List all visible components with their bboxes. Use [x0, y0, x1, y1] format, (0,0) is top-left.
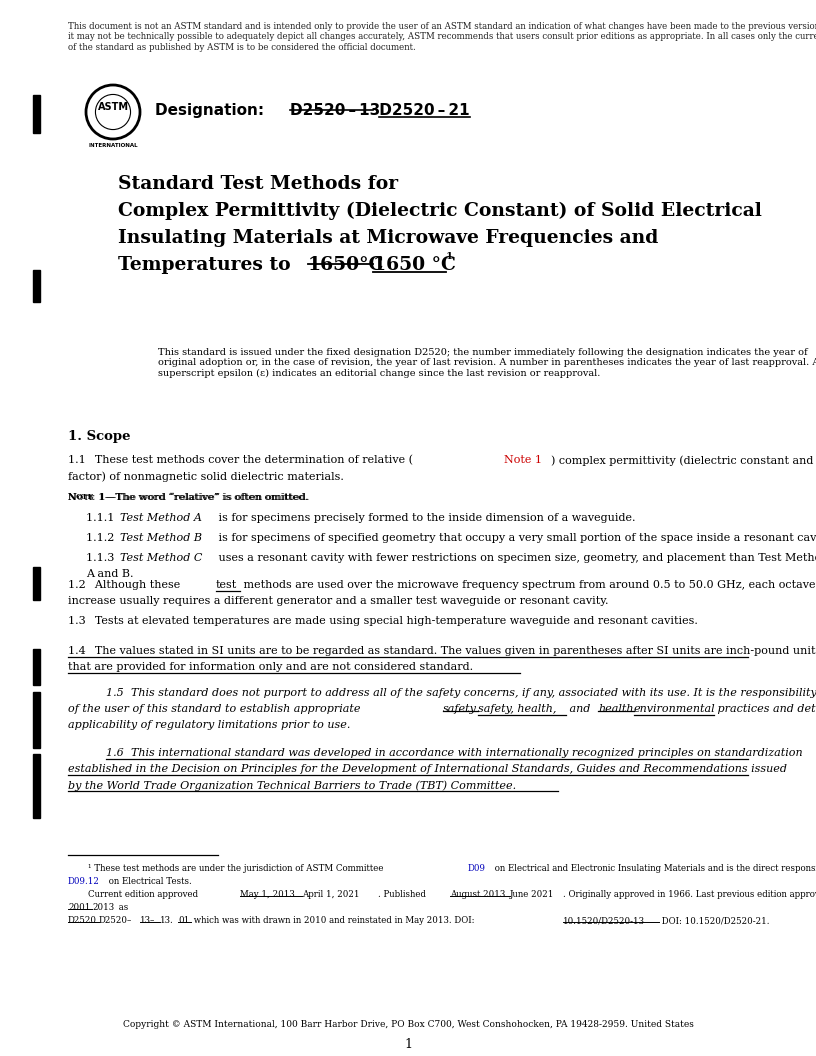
Text: Test Method B: Test Method B [120, 533, 202, 543]
Text: Current edition approved: Current edition approved [88, 890, 201, 899]
Text: is for specimens precisely formed to the inside dimension of a waveguide.: is for specimens precisely formed to the… [215, 513, 636, 523]
Bar [33, 649, 40, 685]
Text: This standard is issued under the fixed designation D2520; the number immediatel: This standard is issued under the fixed … [158, 348, 816, 378]
Text: Standard Test Methods for: Standard Test Methods for [118, 175, 398, 193]
Text: This standard does not purport to address all of the safety concerns, if any, as: This standard does not purport to addres… [131, 689, 816, 698]
Text: D2520 – 21: D2520 – 21 [374, 103, 470, 118]
Text: 1.4  The values stated in SI units are to be regarded as standard. The values gi: 1.4 The values stated in SI units are to… [68, 646, 816, 656]
Text: Copyright © ASTM International, 100 Barr Harbor Drive, PO Box C700, West Conshoh: Copyright © ASTM International, 100 Barr… [122, 1020, 694, 1029]
Text: 1.1.1: 1.1.1 [86, 513, 120, 523]
Text: safety: safety [443, 704, 477, 714]
Text: D09: D09 [468, 864, 486, 873]
Bar [33, 270, 40, 302]
Text: 13–: 13– [140, 916, 155, 925]
Text: August 2013: August 2013 [450, 890, 505, 899]
Text: D2520–: D2520– [99, 916, 132, 925]
Bar [33, 692, 40, 748]
Text: 2001: 2001 [68, 903, 91, 912]
Text: applicability of regulatory limitations prior to use.: applicability of regulatory limitations … [68, 720, 350, 730]
Text: environmental: environmental [634, 704, 716, 714]
Text: safety, health,: safety, health, [478, 704, 557, 714]
Text: and: and [566, 704, 594, 714]
Text: 1650°C: 1650°C [308, 256, 384, 274]
Bar [33, 95, 40, 133]
Text: Complex Permittivity (Dielectric Constant) of Solid Electrical: Complex Permittivity (Dielectric Constan… [118, 202, 762, 221]
Text: A and B.: A and B. [86, 569, 134, 579]
Text: INTERNATIONAL: INTERNATIONAL [88, 143, 138, 148]
Text: which was with drawn in 2010 and reinstated in May 2013. DOI:: which was with drawn in 2010 and reinsta… [191, 916, 477, 925]
Text: practices and determine the: practices and determine the [714, 704, 816, 714]
Text: June 2021: June 2021 [510, 890, 554, 899]
Text: 2013: 2013 [92, 903, 114, 912]
Text: 1.1.2: 1.1.2 [86, 533, 120, 543]
Text: factor) of nonmagnetic solid dielectric materials.: factor) of nonmagnetic solid dielectric … [68, 471, 344, 482]
Text: Insulating Materials at Microwave Frequencies and: Insulating Materials at Microwave Freque… [118, 229, 659, 247]
Text: methods are used over the microwave frequency spectrum from around 0.5 to 50.0 G: methods are used over the microwave freq… [240, 580, 815, 590]
Text: 1.1.3: 1.1.3 [86, 553, 120, 563]
Text: D2520 – 13: D2520 – 13 [290, 103, 380, 118]
Text: health: health [598, 704, 633, 714]
Text: 13.: 13. [160, 916, 174, 925]
Text: 10.1520/D2520-13: 10.1520/D2520-13 [563, 916, 645, 925]
Text: N: N [68, 493, 76, 502]
Text: 1.2  Although these: 1.2 Although these [68, 580, 184, 590]
Text: 1650 °C: 1650 °C [373, 256, 456, 274]
Text: Test Method A: Test Method A [120, 513, 202, 523]
Text: D09.12: D09.12 [68, 876, 100, 886]
Text: . Originally approved in 1966. Last previous edition approved in: . Originally approved in 1966. Last prev… [563, 890, 816, 899]
Text: ) complex permittivity (dielectric constant and dissipation: ) complex permittivity (dielectric const… [551, 455, 816, 466]
Text: Designation:: Designation: [155, 103, 269, 118]
Text: ¹ These test methods are under the jurisdiction of ASTM Committee: ¹ These test methods are under the juris… [88, 864, 386, 873]
Text: of the user of this standard to establish appropriate: of the user of this standard to establis… [68, 704, 364, 714]
Text: 1: 1 [404, 1038, 412, 1051]
Text: established in the Decision on Principles for the Development of International S: established in the Decision on Principle… [68, 763, 787, 774]
Text: Temperatures to: Temperatures to [118, 256, 297, 274]
Text: 1.6: 1.6 [106, 748, 130, 758]
Text: Test Method C: Test Method C [120, 553, 202, 563]
Text: OTE: OTE [76, 493, 95, 501]
Text: ASTM: ASTM [97, 102, 128, 112]
Bar [33, 567, 40, 600]
Bar [33, 754, 40, 818]
Text: May 1, 2013: May 1, 2013 [240, 890, 295, 899]
Text: is for specimens of specified geometry that occupy a very small portion of the s: is for specimens of specified geometry t… [215, 533, 816, 543]
Text: by the World Trade Organization Technical Barriers to Trade (TBT) Committee.: by the World Trade Organization Technica… [68, 780, 517, 791]
Text: test: test [216, 580, 237, 590]
Text: Note 1: Note 1 [504, 455, 542, 465]
Text: DOI: 10.1520/D2520-21.: DOI: 10.1520/D2520-21. [659, 916, 769, 925]
Text: 01: 01 [178, 916, 189, 925]
Text: on Electrical and Electronic Insulating Materials and is the direct responsibili: on Electrical and Electronic Insulating … [492, 864, 816, 873]
Text: on Electrical Tests.: on Electrical Tests. [106, 876, 192, 886]
Text: This international standard was developed in accordance with internationally rec: This international standard was develope… [131, 748, 803, 758]
Text: 1—The word “relative” is often omitted.: 1—The word “relative” is often omitted. [96, 493, 309, 502]
Text: 1.3  Tests at elevated temperatures are made using special high-temperature wave: 1.3 Tests at elevated temperatures are m… [68, 616, 698, 626]
Text: Nᴏᴛᴇ 1—The word “relative” is often omitted.: Nᴏᴛᴇ 1—The word “relative” is often omit… [68, 493, 308, 502]
Text: 1: 1 [446, 252, 453, 261]
Text: This document is not an ASTM standard and is intended only to provide the user o: This document is not an ASTM standard an… [68, 22, 816, 52]
Text: that are provided for information only and are not considered standard.: that are provided for information only a… [68, 662, 473, 672]
Text: as: as [116, 903, 128, 912]
Text: 1.5: 1.5 [106, 689, 130, 698]
Text: . Published: . Published [378, 890, 428, 899]
Text: 1. Scope: 1. Scope [68, 430, 131, 444]
Text: D2520: D2520 [68, 916, 97, 925]
Text: increase usually requires a different generator and a smaller test waveguide or : increase usually requires a different ge… [68, 596, 609, 606]
Text: April 1, 2021: April 1, 2021 [302, 890, 360, 899]
Text: uses a resonant cavity with fewer restrictions on specimen size, geometry, and p: uses a resonant cavity with fewer restri… [215, 553, 816, 563]
Text: 1.1  These test methods cover the determination of relative (: 1.1 These test methods cover the determi… [68, 455, 413, 466]
